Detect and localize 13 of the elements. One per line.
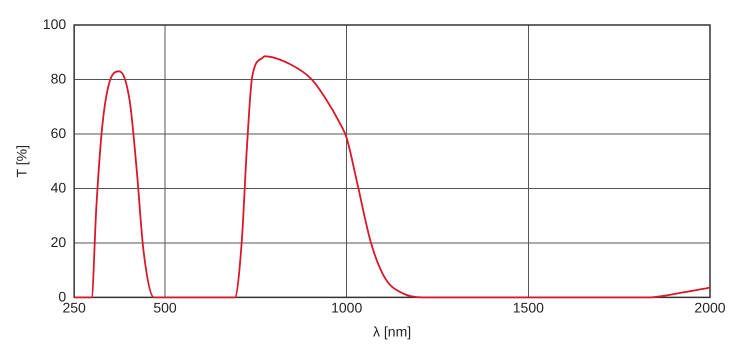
y-tick-label: 0 [58, 288, 66, 304]
line-series [73, 55, 711, 298]
y-tick-label: 40 [50, 179, 66, 196]
x-tick-label: 1000 [331, 300, 362, 316]
x-tick-label: 2000 [694, 300, 726, 316]
y-tick-label: 20 [50, 234, 66, 250]
x-tick-label: 500 [153, 300, 177, 316]
y-tick-label: 60 [50, 124, 66, 141]
y-tick-label: 80 [50, 70, 66, 86]
x-tick-label: 1500 [512, 300, 544, 316]
y-axis-title: T [%] [13, 144, 30, 178]
y-tick-label: 100 [42, 16, 66, 32]
x-axis-title: λ [nm] [373, 323, 412, 340]
